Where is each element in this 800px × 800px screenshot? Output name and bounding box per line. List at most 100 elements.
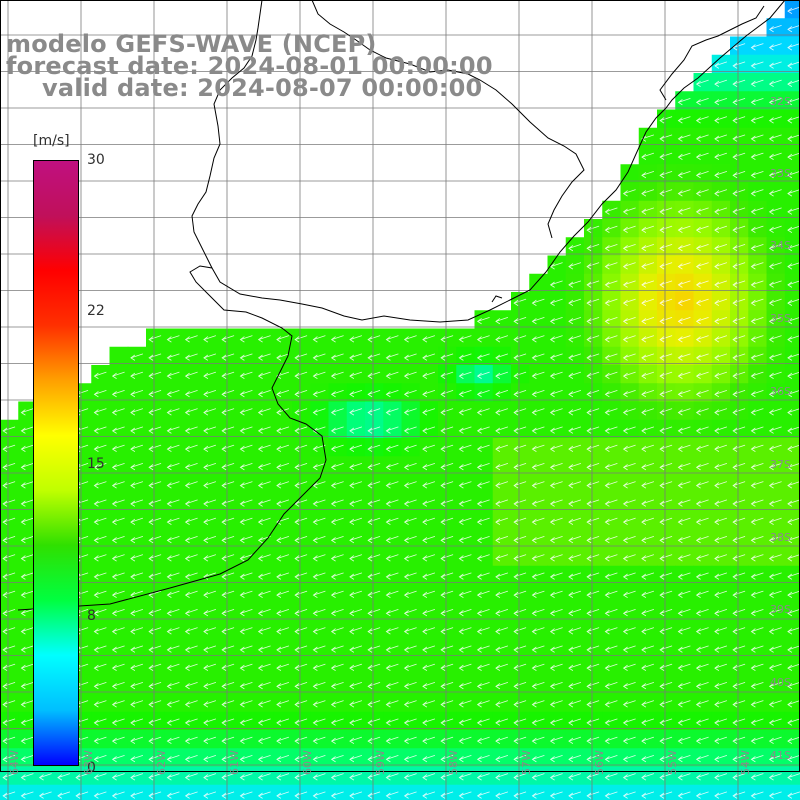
wind-cell bbox=[164, 784, 184, 800]
wind-cell bbox=[693, 73, 713, 92]
wind-arrow bbox=[385, 390, 399, 398]
wind-cell bbox=[146, 693, 165, 713]
wind-arrow bbox=[750, 61, 764, 69]
wind-arrow bbox=[111, 426, 125, 434]
wind-arrow bbox=[257, 718, 271, 726]
wind-arrow bbox=[695, 225, 709, 233]
wind-cell bbox=[584, 474, 603, 494]
wind-arrow bbox=[695, 408, 709, 416]
wind-arrow bbox=[659, 152, 673, 160]
wind-arrow bbox=[568, 736, 582, 744]
wind-cell bbox=[73, 784, 92, 800]
wind-arrow bbox=[750, 298, 764, 306]
wind-arrow bbox=[641, 791, 655, 799]
wind-arrow bbox=[531, 371, 545, 379]
wind-arrow bbox=[659, 225, 673, 233]
wind-arrow bbox=[294, 663, 308, 671]
wind-arrow bbox=[768, 554, 782, 562]
wind-arrow bbox=[221, 700, 235, 708]
wind-cell bbox=[620, 511, 640, 530]
wind-arrow bbox=[239, 499, 253, 507]
wind-arrow bbox=[20, 718, 34, 726]
wind-arrow bbox=[330, 663, 344, 671]
wind-arrow bbox=[166, 590, 180, 598]
wind-cell bbox=[565, 784, 585, 800]
wind-arrow bbox=[549, 517, 563, 525]
wind-arrow bbox=[604, 736, 618, 744]
wind-arrow bbox=[239, 444, 253, 452]
wind-arrow bbox=[549, 663, 563, 671]
wind-arrow bbox=[695, 79, 709, 87]
wind-arrow bbox=[568, 499, 582, 507]
wind-arrow bbox=[531, 554, 545, 562]
wind-arrow bbox=[184, 663, 198, 671]
wind-arrow bbox=[312, 590, 326, 598]
wind-arrow bbox=[276, 463, 290, 471]
wind-arrow bbox=[2, 481, 16, 489]
wind-arrow bbox=[203, 700, 217, 708]
wind-cell bbox=[219, 365, 238, 384]
wind-arrow bbox=[440, 481, 454, 489]
wind-arrow bbox=[221, 536, 235, 544]
wind-arrow bbox=[221, 627, 235, 635]
wind-cell bbox=[620, 657, 640, 676]
wind-cell bbox=[584, 438, 603, 457]
wind-cell bbox=[438, 657, 457, 676]
wind-arrow bbox=[458, 627, 472, 635]
wind-arrow bbox=[495, 590, 509, 598]
wind-cell bbox=[693, 438, 713, 457]
wind-arrow bbox=[604, 517, 618, 525]
wind-arrow bbox=[148, 463, 162, 471]
wind-arrow bbox=[586, 499, 600, 507]
wind-cell bbox=[620, 365, 640, 384]
wind-arrow bbox=[349, 609, 363, 617]
wind-arrow bbox=[641, 335, 655, 343]
wind-cell bbox=[182, 328, 202, 348]
wind-arrow bbox=[20, 609, 34, 617]
wind-arrow bbox=[622, 791, 636, 799]
wind-cell bbox=[730, 219, 749, 238]
wind-arrow bbox=[531, 444, 545, 452]
wind-arrow bbox=[568, 682, 582, 690]
wind-arrow bbox=[586, 609, 600, 617]
wind-arrow bbox=[38, 791, 52, 799]
wind-arrow bbox=[111, 682, 125, 690]
wind-cell bbox=[292, 547, 311, 567]
wind-arrow bbox=[549, 353, 563, 361]
wind-arrow bbox=[403, 554, 417, 562]
wind-arrow bbox=[677, 371, 691, 379]
wind-arrow bbox=[221, 572, 235, 580]
wind-arrow bbox=[93, 517, 107, 525]
wind-arrow bbox=[93, 663, 107, 671]
wind-cell bbox=[328, 784, 348, 800]
wind-arrow bbox=[239, 572, 253, 580]
wind-arrow bbox=[495, 773, 509, 781]
wind-arrow bbox=[714, 408, 728, 416]
wind-cell bbox=[438, 474, 457, 494]
wind-cell bbox=[657, 511, 676, 530]
wind-cell bbox=[693, 292, 713, 311]
wind-cell bbox=[219, 401, 238, 421]
wind-cell bbox=[474, 766, 494, 786]
wind-cell bbox=[693, 401, 713, 421]
wind-arrow bbox=[750, 718, 764, 726]
wind-cell bbox=[657, 401, 676, 421]
wind-arrow bbox=[111, 390, 125, 398]
wind-arrow bbox=[695, 755, 709, 763]
wind-arrow bbox=[257, 335, 271, 343]
wind-arrow bbox=[586, 298, 600, 306]
wind-arrow bbox=[257, 609, 271, 617]
wind-arrow bbox=[385, 791, 399, 799]
wind-arrow bbox=[422, 791, 436, 799]
wind-arrow bbox=[695, 152, 709, 160]
wind-arrow bbox=[768, 225, 782, 233]
wind-arrow bbox=[93, 371, 107, 379]
wind-cell bbox=[219, 657, 238, 676]
wind-arrow bbox=[476, 536, 490, 544]
wind-arrow bbox=[495, 736, 509, 744]
wind-arrow bbox=[641, 700, 655, 708]
wind-arrow bbox=[294, 353, 308, 361]
wind-arrow bbox=[93, 481, 107, 489]
wind-arrow bbox=[20, 736, 34, 744]
